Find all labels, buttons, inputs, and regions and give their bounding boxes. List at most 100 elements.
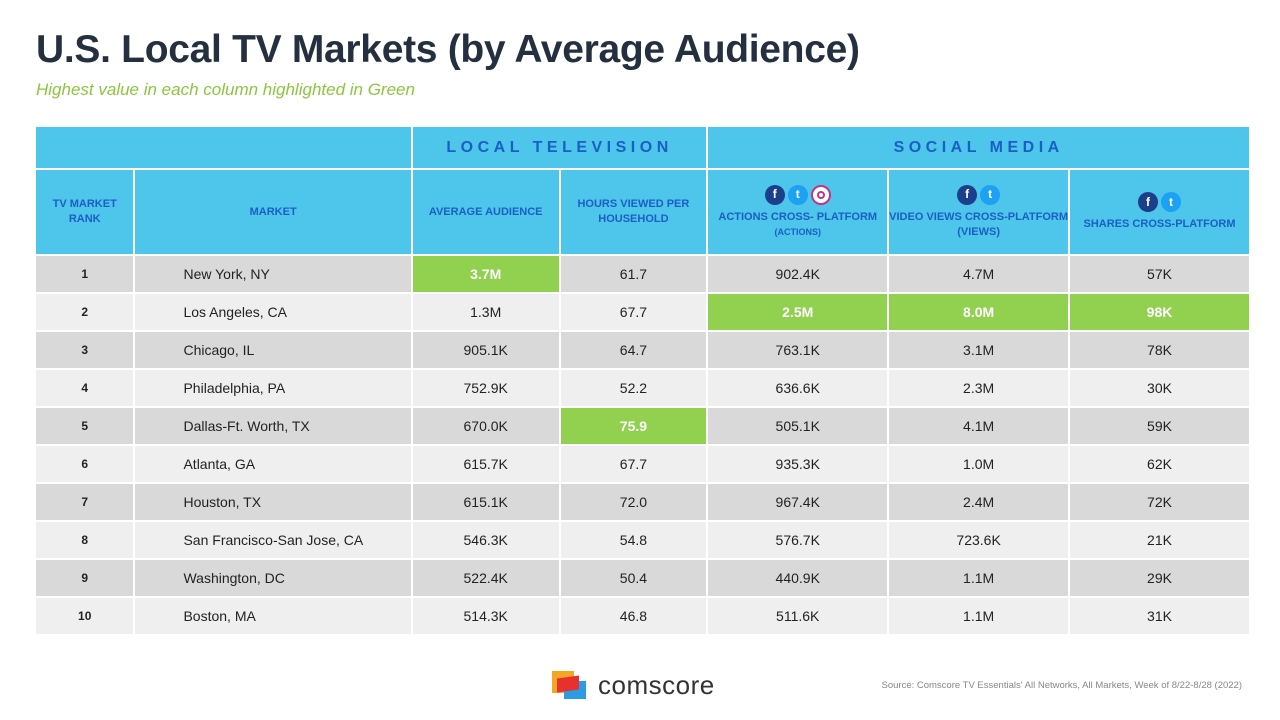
cell-rank: 3 [36,332,134,368]
cell-shares: 57K [1070,256,1249,292]
cell-actions: 511.6K [708,598,888,634]
cell-rank: 2 [36,294,134,330]
facebook-icon: f [1138,192,1159,212]
cell-rank: 8 [36,522,134,558]
cell-hours-viewed: 50.4 [560,560,707,596]
col-header-video-label: VIDEO VIEWS CROSS-PLATFORM [889,210,1069,223]
cell-rank: 10 [36,598,134,634]
cell-actions: 636.6K [708,370,888,406]
cell-hours-viewed: 67.7 [560,294,707,330]
cell-shares: 21K [1070,522,1249,558]
table-row: 2 Los Angeles, CA 1.3M 67.7 2.5M 8.0M 98K [36,294,1249,330]
comscore-logo-text: comscore [598,670,715,700]
cell-shares: 72K [1070,484,1249,520]
cell-market: San Francisco-San Jose, CA [135,522,411,558]
markets-table: LOCAL TELEVISION SOCIAL MEDIA TV MARKET … [34,125,1251,636]
cell-hours-viewed: 72.0 [560,484,707,520]
cell-actions: 967.4K [708,484,888,520]
table-row: 4 Philadelphia, PA 752.9K 52.2 636.6K 2.3M 30K [36,370,1249,406]
comscore-logo-mark-icon [552,670,588,701]
col-header-actions: f t ACTIONS CROSS- PLATFORM (ACTIONS) [708,170,888,254]
cell-actions: 935.3K [708,446,888,482]
cell-video-views: 1.1M [889,560,1069,596]
cell-video-views: 8.0M [889,294,1069,330]
page-subtitle: Highest value in each column highlighted… [36,80,415,99]
cell-avg-audience: 615.7K [412,446,559,482]
cell-market: Houston, TX [135,484,411,520]
cell-rank: 4 [36,370,134,406]
table-row: 5 Dallas-Ft. Worth, TX 670.0K 75.9 505.1K 4.1… [36,408,1249,444]
cell-video-views: 3.1M [889,332,1069,368]
cell-market: Atlanta, GA [135,446,411,482]
col-header-market: MARKET [135,170,411,254]
cell-actions: 576.7K [708,522,888,558]
cell-hours-viewed: 67.7 [560,446,707,482]
cell-avg-audience: 905.1K [412,332,559,368]
cell-avg-audience: 3.7M [412,256,559,292]
cell-market: Los Angeles, CA [135,294,411,330]
table-row: 3 Chicago, IL 905.1K 64.7 763.1K 3.1M 78K [36,332,1249,368]
cell-video-views: 723.6K [889,522,1069,558]
cell-market: Dallas-Ft. Worth, TX [135,408,411,444]
comscore-logo: comscore [552,670,715,701]
twitter-icon: t [980,184,1001,205]
table-row: 1 New York, NY 3.7M 61.7 902.4K 4.7M 57K [36,256,1249,292]
col-header-actions-sub: (ACTIONS) [774,226,821,237]
cell-video-views: 2.3M [889,370,1069,406]
cell-video-views: 4.1M [889,408,1069,444]
cell-hours-viewed: 75.9 [560,408,707,444]
cell-shares: 30K [1070,370,1249,406]
cell-market: Philadelphia, PA [135,370,411,406]
col-header-shares-label: SHARES CROSS-PLATFORM [1083,218,1236,230]
cell-hours-viewed: 46.8 [560,598,707,634]
group-header-social-media: SOCIAL MEDIA [708,127,1249,168]
cell-video-views: 1.1M [889,598,1069,634]
table-row: 8 San Francisco-San Jose, CA 546.3K 54.8 576… [36,522,1249,558]
twitter-icon: t [1161,192,1182,212]
table-row: 6 Atlanta, GA 615.7K 67.7 935.3K 1.0M 62K [36,446,1249,482]
table-body: 1 New York, NY 3.7M 61.7 902.4K 4.7M 57K 2 Los A… [36,256,1249,634]
cell-shares: 62K [1070,446,1249,482]
cell-shares: 78K [1070,332,1249,368]
cell-avg-audience: 546.3K [412,522,559,558]
cell-avg-audience: 1.3M [412,294,559,330]
cell-avg-audience: 670.0K [412,408,559,444]
table-row: 7 Houston, TX 615.1K 72.0 967.4K 2.4M 72K [36,484,1249,520]
source-note: Source: Comscore TV Essentials' All Netw… [881,680,1243,691]
cell-avg-audience: 522.4K [412,560,559,596]
col-header-video-sub: (VIEWS) [957,225,1000,238]
cell-actions: 902.4K [708,256,888,292]
cell-rank: 5 [36,408,134,444]
cell-shares: 31K [1070,598,1249,634]
cell-market: Chicago, IL [135,332,411,368]
cell-actions: 763.1K [708,332,888,368]
twitter-icon: t [787,184,808,205]
col-header-avg-audience: AVERAGE AUDIENCE [412,170,559,254]
group-header-blank [36,127,411,168]
cell-rank: 6 [36,446,134,482]
cell-rank: 9 [36,560,134,596]
cell-hours-viewed: 64.7 [560,332,707,368]
instagram-icon [810,184,831,205]
cell-hours-viewed: 61.7 [560,256,707,292]
cell-actions: 505.1K [708,408,888,444]
cell-market: Washington, DC [135,560,411,596]
cell-video-views: 4.7M [889,256,1069,292]
cell-rank: 7 [36,484,134,520]
table-row: 10 Boston, MA 514.3K 46.8 511.6K 1.1M 31K [36,598,1249,634]
page-title: U.S. Local TV Markets (by Average Audien… [36,28,860,71]
cell-actions: 2.5M [708,294,888,330]
cell-rank: 1 [36,256,134,292]
cell-avg-audience: 615.1K [412,484,559,520]
cell-video-views: 1.0M [889,446,1069,482]
col-header-shares: f t SHARES CROSS-PLATFORM [1070,170,1249,254]
col-header-actions-label: ACTIONS CROSS- PLATFORM [718,210,878,223]
cell-shares: 98K [1070,294,1249,330]
col-header-rank: TV MARKET RANK [36,170,134,254]
cell-market: Boston, MA [135,598,411,634]
cell-actions: 440.9K [708,560,888,596]
col-header-hours-viewed: HOURS VIEWED PER HOUSEHOLD [560,170,707,254]
cell-hours-viewed: 54.8 [560,522,707,558]
table-row: 9 Washington, DC 522.4K 50.4 440.9K 1.1M 29K [36,560,1249,596]
cell-avg-audience: 752.9K [412,370,559,406]
